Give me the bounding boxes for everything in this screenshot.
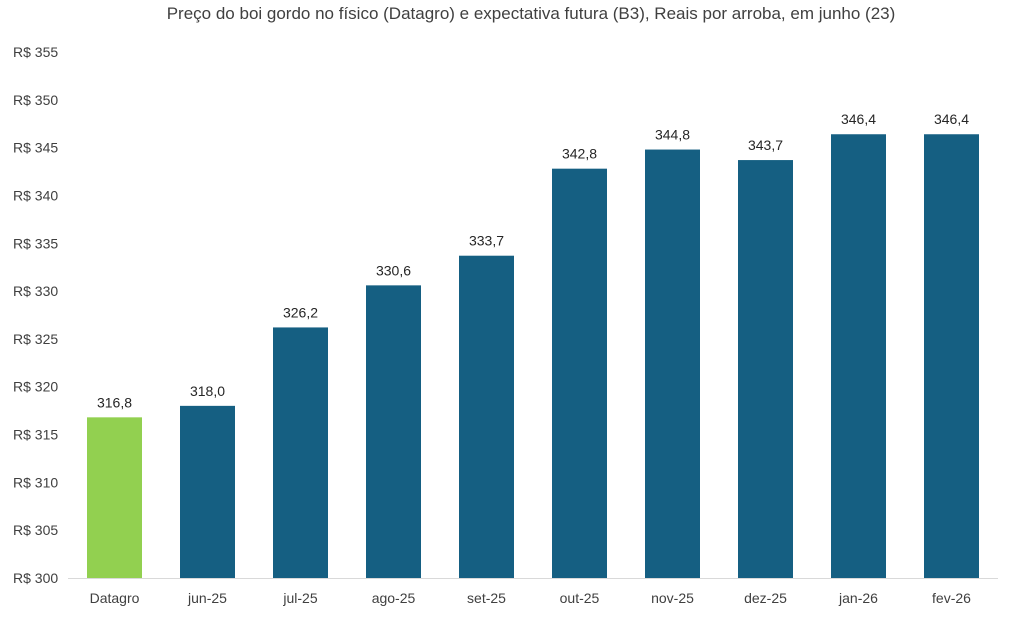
data-label: 346,4 <box>841 111 876 127</box>
bar-datagro <box>87 417 142 578</box>
bar-set-25 <box>459 255 514 579</box>
bar-jul-25 <box>273 327 328 578</box>
data-label: 326,2 <box>283 304 318 320</box>
x-tick-label: dez-25 <box>744 590 787 606</box>
data-label: 316,8 <box>97 394 132 410</box>
y-tick-label: R$ 310 <box>13 474 58 490</box>
data-label: 346,4 <box>934 111 969 127</box>
y-tick-label: R$ 325 <box>13 331 58 347</box>
bar-dez-25 <box>738 160 793 578</box>
y-tick-label: R$ 340 <box>13 187 58 203</box>
bar-fev-26 <box>924 134 979 579</box>
x-tick-label: jan-26 <box>838 590 878 606</box>
y-tick-label: R$ 300 <box>13 570 58 586</box>
y-tick-label: R$ 350 <box>13 92 58 108</box>
x-tick-label: set-25 <box>467 590 506 606</box>
y-tick-label: R$ 355 <box>13 44 58 60</box>
data-label: 342,8 <box>562 146 597 162</box>
y-tick-label: R$ 330 <box>13 283 58 299</box>
x-tick-label: out-25 <box>560 590 600 606</box>
x-tick-label: ago-25 <box>372 590 416 606</box>
x-tick-label: fev-26 <box>932 590 971 606</box>
x-tick-label: jul-25 <box>282 590 317 606</box>
bar-jan-26 <box>831 134 886 579</box>
bar-jun-25 <box>180 405 235 578</box>
data-label: 344,8 <box>655 127 690 143</box>
bar-out-25 <box>552 168 607 578</box>
bar-nov-25 <box>645 149 700 579</box>
bar-ago-25 <box>366 285 421 578</box>
data-label: 333,7 <box>469 233 504 249</box>
x-tick-label: nov-25 <box>651 590 694 606</box>
x-tick-label: jun-25 <box>187 590 227 606</box>
y-tick-label: R$ 345 <box>13 140 58 156</box>
data-label: 343,7 <box>748 137 783 153</box>
data-label: 318,0 <box>190 383 225 399</box>
y-tick-label: R$ 315 <box>13 427 58 443</box>
data-label: 330,6 <box>376 262 411 278</box>
y-tick-label: R$ 305 <box>13 522 58 538</box>
chart-title: Preço do boi gordo no físico (Datagro) e… <box>166 4 896 23</box>
y-tick-label: R$ 320 <box>13 379 58 395</box>
y-tick-label: R$ 335 <box>13 235 58 251</box>
x-tick-label: Datagro <box>90 590 140 606</box>
